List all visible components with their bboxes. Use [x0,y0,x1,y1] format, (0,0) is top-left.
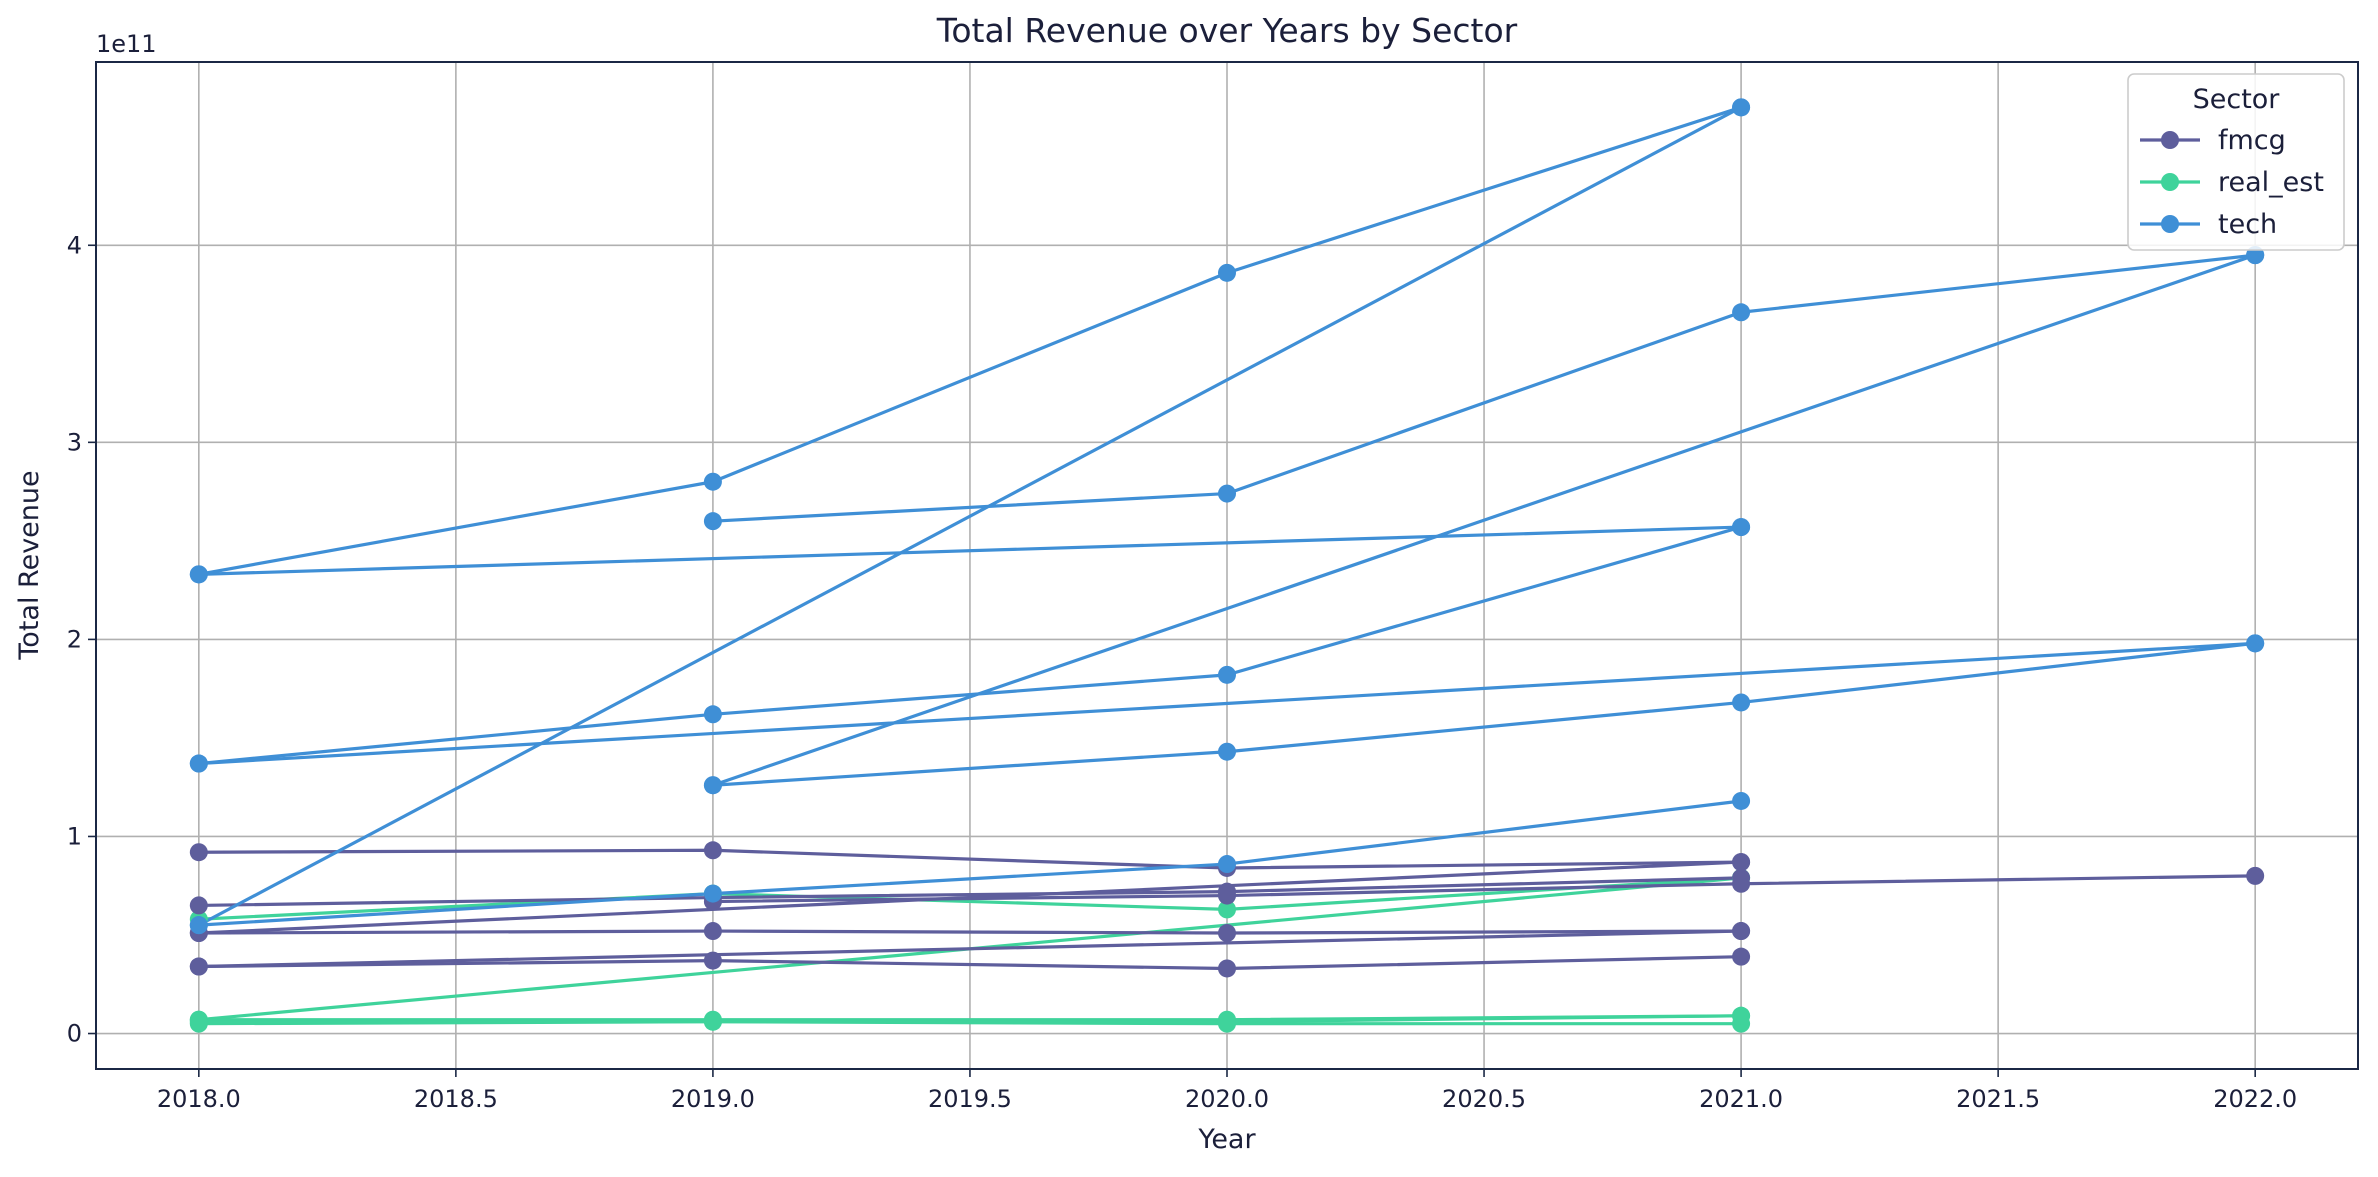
y-scale-label: 1e11 [96,30,157,58]
chart-title: Total Revenue over Years by Sector [936,11,1518,50]
series-line-tech [198,105,1742,927]
data-point-fmcg [1218,924,1236,943]
grid [96,62,2358,1069]
series-line-fmcg [198,848,1742,870]
x-tick-label: 2020.0 [1185,1085,1269,1113]
legend-marker-fmcg [2161,131,2179,149]
data-point-fmcg [1732,947,1751,966]
data-point-fmcg [1732,853,1751,872]
data-point-tech [1732,693,1751,712]
series-line-fmcg [712,874,2256,904]
data-point-fmcg [1732,874,1751,893]
series-line-tech [712,253,2256,523]
data-point-fmcg [1218,959,1236,978]
data-point-tech [1218,484,1236,503]
series-line-tech [198,525,1742,576]
y-tick-label: 4 [67,231,82,259]
y-tick-label: 2 [67,625,82,653]
y-tick-label: 3 [67,428,82,456]
series-line-fmcg [198,876,1742,908]
data-point-tech [2246,634,2265,653]
series-line-fmcg [198,929,1742,935]
data-point-tech [703,884,722,903]
series-points [189,98,2265,1033]
data-point-tech [189,916,208,935]
y-axis-ticks: 0 1 2 3 4 [67,231,96,1048]
series-line-tech [198,641,2256,766]
x-tick-label: 2020.5 [1442,1085,1526,1113]
legend-label-tech: tech [2218,209,2277,240]
data-point-real_est [1732,1006,1751,1025]
x-tick-label: 2019.5 [928,1085,1012,1113]
data-point-real_est [1218,1012,1236,1031]
legend-marker-real_est [2161,173,2179,191]
y-tick-label: 0 [67,1020,82,1048]
x-tick-label: 2019.0 [671,1085,755,1113]
data-point-tech [1732,518,1751,537]
series-line-real_est [198,1014,1742,1024]
data-point-tech [703,512,722,531]
series-line-tech [712,253,2256,787]
data-point-tech [189,754,208,773]
data-point-fmcg [189,843,208,862]
data-point-tech [189,565,208,584]
data-point-real_est [1218,900,1236,919]
legend-label-real_est: real_est [2218,167,2324,198]
data-point-tech [1218,855,1236,874]
data-point-tech [1218,665,1236,684]
series-line-fmcg [198,929,1742,969]
legend-title: Sector [2193,84,2281,115]
data-point-fmcg [703,841,722,860]
x-tick-label: 2021.5 [1956,1085,2040,1113]
legend-marker-tech [2161,215,2179,233]
data-point-tech [703,472,722,491]
data-point-tech [1732,98,1751,117]
legend-label-fmcg: fmcg [2218,125,2286,156]
x-axis-ticks: 2018.0 2018.5 2019.0 2019.5 2020.0 2020.5 2021… [157,1069,2297,1113]
data-point-tech [1218,263,1236,282]
data-point-tech [1218,742,1236,761]
y-axis-label: Total Revenue [14,470,45,660]
data-point-tech [703,705,722,724]
data-point-fmcg [703,951,722,970]
data-point-fmcg [703,922,722,941]
data-point-tech [1732,791,1751,810]
data-point-fmcg [1218,886,1236,905]
series-line-tech [198,105,1742,576]
x-tick-label: 2022.0 [2213,1085,2297,1113]
data-point-tech [703,776,722,795]
x-tick-label: 2018.5 [414,1085,498,1113]
series-line-real_est [198,876,1742,921]
data-point-fmcg [189,896,208,915]
x-axis-label: Year [1197,1124,1256,1155]
data-point-fmcg [1732,922,1751,941]
series-line-tech [198,799,1742,927]
data-point-real_est [703,1012,722,1031]
series-line-tech [198,525,1742,766]
series-lines [198,105,2256,1026]
legend-box [2127,73,2345,251]
data-point-tech [1732,303,1751,322]
data-point-fmcg [2246,866,2265,885]
x-tick-label: 2021.0 [1699,1085,1783,1113]
x-tick-label: 2018.0 [157,1085,241,1113]
y-tick-label: 1 [67,822,82,850]
data-point-fmcg [189,957,208,976]
data-point-real_est [189,1012,208,1031]
series-line-tech [712,641,2256,787]
series-line-fmcg [198,955,1742,971]
